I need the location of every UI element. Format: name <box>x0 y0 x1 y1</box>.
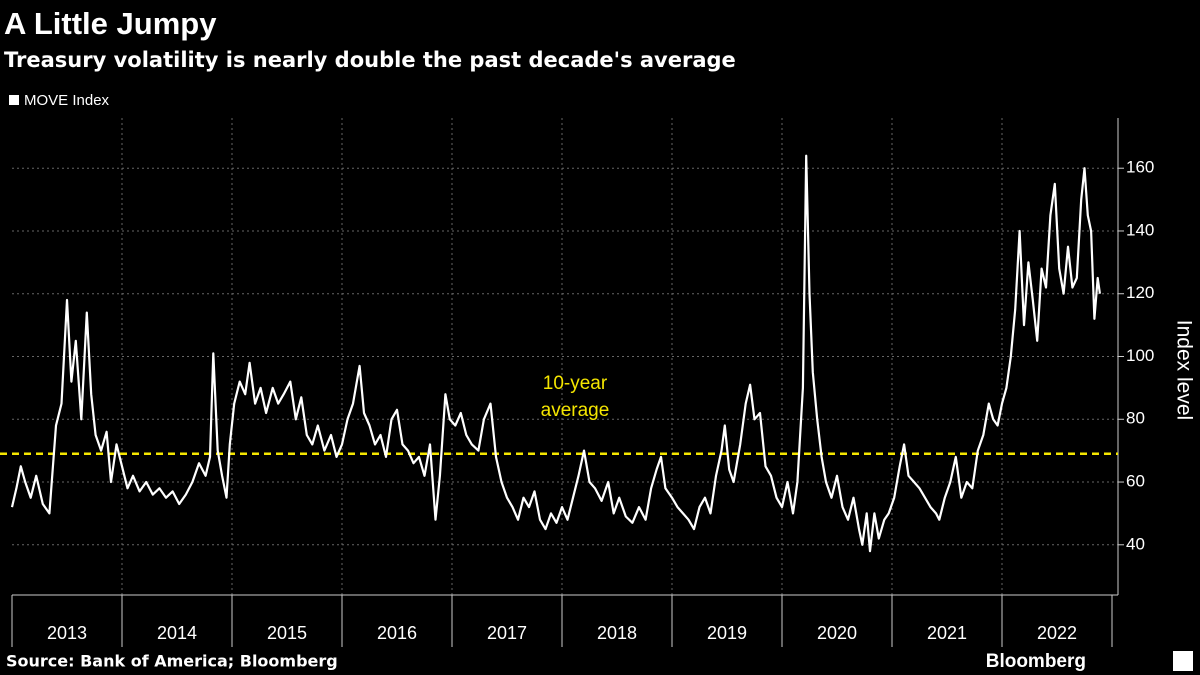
x-tick-label: 2013 <box>47 623 87 643</box>
annotation: average <box>541 400 610 421</box>
x-tick-label: 2020 <box>817 623 857 643</box>
y-axis-label: Index level <box>1172 320 1195 420</box>
y-tick-label: 60 <box>1126 472 1145 491</box>
annotation: 10-year <box>543 373 608 394</box>
x-tick-label: 2016 <box>377 623 417 643</box>
brand-icon <box>1173 651 1193 671</box>
x-tick-label: 2017 <box>487 623 527 643</box>
chart-subtitle: Treasury volatility is nearly double the… <box>4 48 736 72</box>
x-tick-label: 2022 <box>1037 623 1077 643</box>
brand: Bloomberg <box>986 651 1086 672</box>
x-tick-label: 2019 <box>707 623 747 643</box>
x-tick-label: 2015 <box>267 623 307 643</box>
x-tick-label: 2014 <box>157 623 197 643</box>
y-tick-label: 100 <box>1126 346 1154 365</box>
y-tick-label: 120 <box>1126 283 1154 302</box>
source: Source: Bank of America; Bloomberg <box>6 652 338 671</box>
y-tick-label: 140 <box>1126 220 1154 239</box>
legend-swatch <box>9 95 19 105</box>
line-series <box>10 154 1101 553</box>
x-tick-label: 2018 <box>597 623 637 643</box>
y-tick-label: 160 <box>1126 158 1154 177</box>
y-tick-label: 80 <box>1126 409 1145 428</box>
x-tick-label: 2021 <box>927 623 967 643</box>
legend-label: MOVE Index <box>24 92 110 109</box>
y-tick-label: 40 <box>1126 534 1145 553</box>
chart-title: A Little Jumpy <box>4 6 217 41</box>
